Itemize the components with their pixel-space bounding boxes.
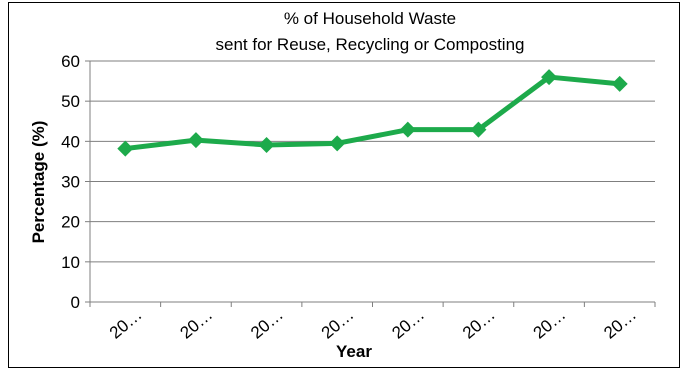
- x-tick-label: 20…: [318, 305, 358, 343]
- x-tick-label: 20…: [177, 305, 217, 343]
- x-tick-label: 20…: [600, 305, 640, 343]
- y-tick-label: 10: [61, 253, 80, 272]
- data-point-marker: [117, 140, 134, 157]
- data-point-marker: [187, 132, 204, 149]
- data-point-marker: [541, 69, 558, 86]
- x-tick-label: 20…: [530, 305, 570, 343]
- data-point-marker: [399, 121, 416, 138]
- data-point-marker: [258, 136, 275, 153]
- data-point-marker: [470, 121, 487, 138]
- y-tick-label: 20: [61, 213, 80, 232]
- chart-frame: [8, 2, 680, 368]
- y-axis-label: Percentage (%): [29, 121, 48, 244]
- x-tick-label: 20…: [388, 305, 428, 343]
- y-tick-label: 30: [61, 173, 80, 192]
- y-tick-label: 60: [61, 52, 80, 71]
- x-axis-label: Year: [336, 342, 372, 361]
- data-point-marker: [329, 135, 346, 152]
- gridlines: [90, 60, 655, 263]
- y-tick-label: 0: [71, 293, 80, 312]
- x-tick-label: 20…: [459, 305, 499, 343]
- y-tick-label: 40: [61, 132, 80, 151]
- data-point-marker: [611, 75, 628, 92]
- x-tick-label: 20…: [247, 305, 287, 343]
- y-tick-labels: 0 10 20 30 40 50 60: [61, 52, 80, 312]
- x-tick-labels: 20… 20… 20… 20… 20… 20… 20… 20…: [106, 305, 640, 343]
- axes: [85, 60, 656, 307]
- x-tick-label: 20…: [106, 305, 146, 343]
- chart-title-line2: sent for Reuse, Recycling or Composting: [216, 35, 525, 54]
- series-line: [125, 74, 620, 152]
- y-tick-label: 50: [61, 92, 80, 111]
- series-layer: [117, 69, 628, 157]
- chart-title-line1: % of Household Waste: [284, 9, 456, 28]
